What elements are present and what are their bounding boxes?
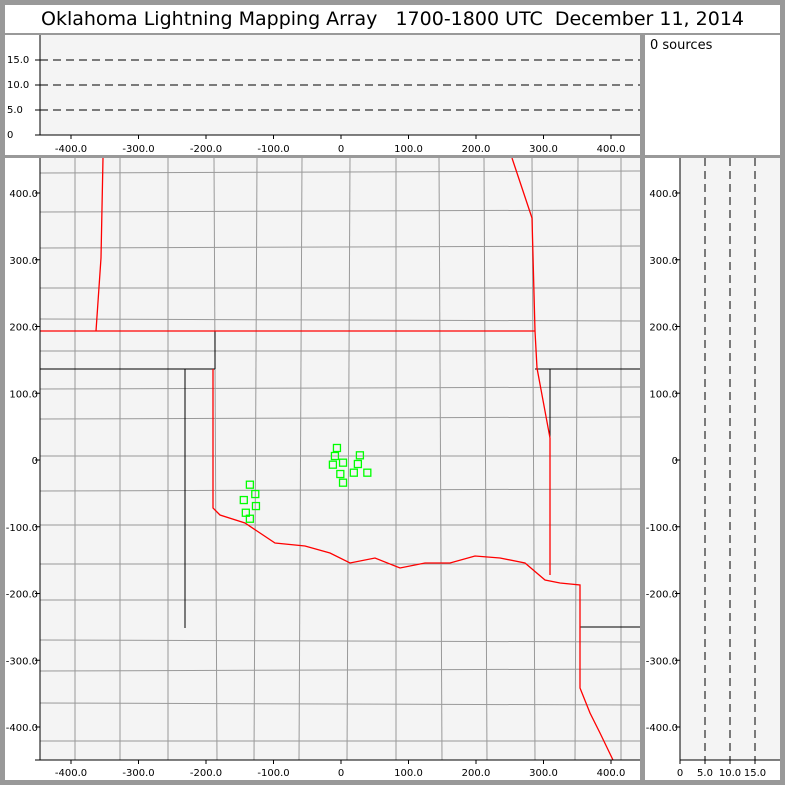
tick-label: 300.0	[9, 256, 38, 267]
tick-label: -400.0	[55, 768, 87, 779]
tick-label: -300.0	[122, 768, 154, 779]
tick-label: 200.0	[462, 144, 491, 155]
tick-label: 400.0	[649, 189, 678, 200]
tick-label: 400.0	[597, 768, 626, 779]
tick-label: 15.0	[7, 55, 29, 66]
station-marker	[353, 459, 363, 469]
stations	[239, 443, 372, 523]
tick-label: 300.0	[529, 144, 558, 155]
plot-title: Oklahoma Lightning Mapping Array 1700-18…	[5, 5, 780, 33]
tick-label: 0	[677, 768, 683, 779]
station-marker	[338, 478, 348, 487]
tick-label: 300.0	[649, 256, 678, 267]
tick-label: 100.0	[394, 144, 423, 155]
tick-label: 400.0	[597, 144, 626, 155]
tick-label: 200.0	[9, 323, 38, 334]
tick-label: -300.0	[6, 656, 38, 667]
tick-label: -100.0	[6, 523, 38, 534]
tick-label: -200.0	[646, 590, 678, 601]
tick-label: -400.0	[646, 723, 678, 734]
tick-label: 100.0	[394, 768, 423, 779]
station-marker	[245, 480, 255, 489]
county-lines	[39, 158, 640, 761]
tick-label: 300.0	[529, 768, 558, 779]
tick-label: 0	[672, 456, 678, 467]
station-marker	[245, 514, 255, 523]
station-marker	[355, 451, 365, 460]
tick-label: -300.0	[122, 144, 154, 155]
tick-label: -100.0	[257, 144, 289, 155]
plan-view-map[interactable]: 400.0 300.0 200.0 100.0 0 -100.0 -200.0 -300.0 -…	[5, 158, 640, 780]
tick-label: -200.0	[190, 144, 222, 155]
station-marker	[349, 468, 358, 477]
station-marker	[251, 501, 261, 511]
tick-label: 0	[32, 456, 38, 467]
tick-label: -400.0	[6, 723, 38, 734]
tick-label: -400.0	[55, 144, 87, 155]
station-marker	[336, 469, 345, 479]
source-count: 0 sources	[650, 38, 713, 53]
tick-label: 10.0	[7, 80, 29, 91]
tick-label: 100.0	[649, 389, 678, 400]
tick-label: 100.0	[9, 389, 38, 400]
tick-label: 15.0	[744, 768, 766, 779]
tick-label: 200.0	[462, 768, 491, 779]
map-svg: 400.0 300.0 200.0 100.0 0 -100.0 -200.0 -300.0 -…	[6, 158, 640, 779]
station-marker	[338, 458, 348, 467]
altitude-vs-x-panel: 0 5.0 10.0 15.0 -400.0 -300.0 -200.0 -100.0 0 100…	[5, 35, 640, 155]
tick-label: -300.0	[646, 656, 678, 667]
altitude-vs-y-panel: 400.0 300.0 200.0 100.0 0 -100.0 -200.0 -300.0 -…	[645, 158, 780, 780]
tick-label: -100.0	[257, 768, 289, 779]
tick-label: -200.0	[6, 590, 38, 601]
station-marker	[330, 451, 340, 461]
altitude-x-chart: 0 5.0 10.0 15.0 -400.0 -300.0 -200.0 -100.0 0 100…	[7, 35, 640, 155]
tick-label: 5.0	[697, 768, 713, 779]
tick-label: 5.0	[7, 105, 23, 116]
tick-label: 200.0	[649, 323, 678, 334]
tick-label: 0	[7, 130, 13, 141]
tick-label: 400.0	[9, 189, 38, 200]
station-marker	[251, 489, 260, 499]
altitude-y-chart: 400.0 300.0 200.0 100.0 0 -100.0 -200.0 -300.0 -…	[646, 158, 780, 779]
border-lines	[40, 158, 614, 761]
station-marker	[239, 495, 248, 505]
station-marker	[332, 443, 342, 453]
tick-label: 10.0	[719, 768, 741, 779]
station-marker	[363, 468, 372, 477]
station-marker	[328, 460, 338, 469]
source-count-panel: 0 sources	[645, 35, 780, 155]
tick-label: 0	[338, 768, 344, 779]
tick-label: -100.0	[646, 523, 678, 534]
tick-label: 0	[338, 144, 344, 155]
tick-label: -200.0	[190, 768, 222, 779]
